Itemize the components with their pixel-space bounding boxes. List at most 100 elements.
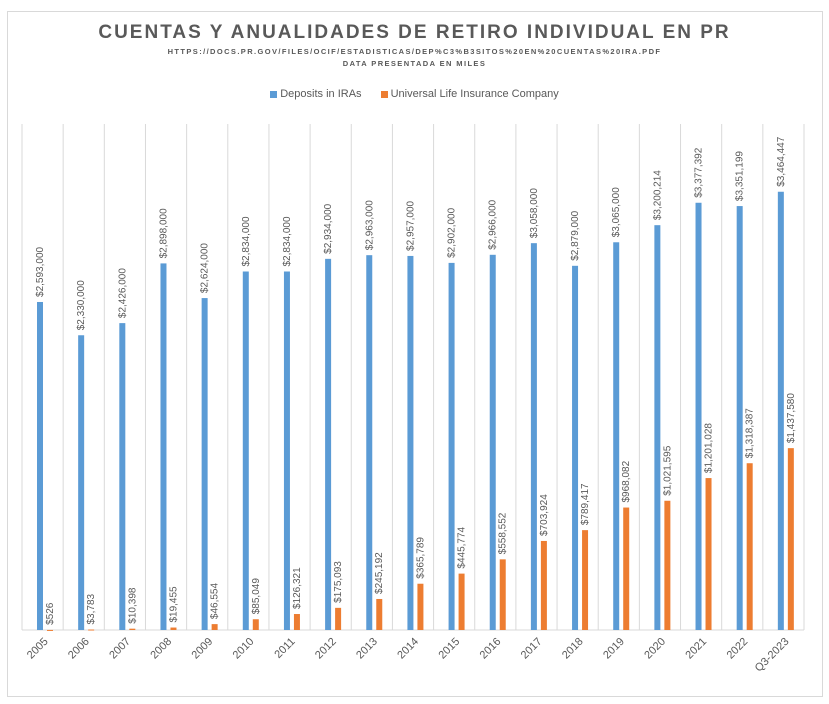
legend-label-universal-life: Universal Life Insurance Company — [390, 88, 559, 100]
bar-universal-life — [623, 507, 630, 630]
chart-subtitle-units: DATA PRESENTADA EN MILES — [342, 59, 487, 68]
data-label: $365,789 — [415, 537, 426, 579]
bar-universal-life — [705, 478, 712, 630]
bar-deposits — [530, 243, 537, 630]
data-label: $46,554 — [210, 583, 221, 620]
legend-swatch-universal-life — [380, 90, 388, 98]
bar-universal-life — [252, 619, 259, 630]
chart-title: CUENTAS Y ANUALIDADES DE RETIRO INDIVIDU… — [98, 22, 731, 43]
bar-deposits — [78, 335, 85, 630]
legend-item-universal-life: Universal Life Insurance Company — [380, 88, 559, 100]
x-tick-label: 2013 — [354, 636, 380, 662]
data-label: $126,321 — [292, 567, 303, 609]
bar-deposits — [695, 202, 702, 630]
x-tick-label: 2021 — [683, 636, 709, 662]
data-label: $175,093 — [333, 561, 344, 603]
bar-deposits — [572, 265, 579, 630]
data-label: $526 — [45, 602, 56, 625]
x-tick-label: 2010 — [231, 636, 257, 662]
legend: Deposits in IRAs Universal Life Insuranc… — [0, 88, 829, 100]
bar-deposits — [325, 258, 332, 630]
data-label: $2,624,000 — [200, 243, 211, 293]
x-tick-label: 2009 — [190, 636, 216, 662]
bar-deposits — [777, 191, 784, 631]
chart-subtitle-url: HTTPS://DOCS.PR.GOV/FILES/OCIF/ESTADISTI… — [167, 47, 662, 56]
data-label: $85,049 — [251, 578, 262, 615]
data-label: $2,834,000 — [282, 216, 293, 266]
bar-universal-life — [129, 628, 136, 630]
data-label: $10,398 — [127, 587, 138, 624]
data-label: $245,192 — [374, 552, 385, 594]
chart-area — [7, 11, 823, 697]
data-label: $2,898,000 — [158, 208, 169, 258]
bar-universal-life — [88, 629, 95, 631]
bar-universal-life — [47, 629, 53, 631]
bar-deposits — [160, 263, 167, 630]
bar-deposits — [489, 254, 496, 630]
data-label: $2,330,000 — [76, 280, 87, 330]
data-label: $19,455 — [168, 586, 179, 623]
bar-universal-life — [582, 530, 589, 630]
x-tick-label: 2015 — [436, 636, 462, 662]
x-tick-label: 2014 — [395, 636, 421, 662]
bar-deposits — [366, 255, 373, 631]
data-label: $703,924 — [539, 494, 550, 536]
x-tick-label: 2005 — [25, 636, 51, 662]
bar-deposits — [201, 298, 208, 630]
data-label: $2,963,000 — [364, 200, 375, 250]
data-label: $1,201,028 — [704, 423, 715, 473]
bar-universal-life — [335, 607, 342, 630]
data-label: $3,065,000 — [611, 187, 622, 237]
bar-deposits — [242, 271, 249, 630]
x-tick-label: 2018 — [560, 636, 586, 662]
x-tick-label: 2006 — [66, 636, 92, 662]
data-label: $3,351,199 — [735, 151, 746, 201]
x-tick-label: 2012 — [313, 636, 339, 662]
legend-label-deposits: Deposits in IRAs — [280, 88, 362, 100]
x-tick-label: 2020 — [642, 636, 668, 662]
bar-universal-life — [417, 583, 424, 630]
data-label: $2,966,000 — [488, 199, 499, 249]
data-label: $2,879,000 — [570, 210, 581, 260]
data-label: $789,417 — [580, 483, 591, 525]
bar-universal-life — [664, 500, 671, 630]
bar-deposits — [448, 262, 455, 630]
data-label: $3,377,392 — [694, 147, 705, 197]
data-label: $1,318,387 — [745, 408, 756, 458]
data-label: $2,902,000 — [447, 207, 458, 257]
x-tick-label: 2008 — [148, 636, 174, 662]
bar-deposits — [736, 206, 743, 630]
x-tick-label: 2017 — [519, 636, 545, 662]
x-tick-label: 2007 — [107, 636, 133, 662]
bar-deposits — [37, 301, 43, 630]
bar-universal-life — [787, 448, 794, 630]
legend-swatch-deposits — [270, 90, 278, 98]
data-label: $2,834,000 — [241, 216, 252, 266]
bar-deposits — [613, 242, 620, 630]
bar-universal-life — [211, 624, 218, 630]
bar-universal-life — [499, 559, 506, 630]
bar-universal-life — [746, 463, 753, 630]
bar-deposits — [283, 271, 290, 630]
data-label: $558,552 — [498, 512, 509, 554]
data-label: $2,593,000 — [35, 246, 46, 296]
x-tick-label: 2011 — [272, 636, 297, 661]
bar-universal-life — [458, 573, 465, 630]
bar-deposits — [654, 225, 661, 631]
x-tick-label: Q3-2023 — [753, 636, 792, 675]
data-label: $3,058,000 — [529, 188, 540, 238]
data-label: $2,426,000 — [117, 268, 128, 318]
data-label: $1,021,595 — [662, 445, 673, 495]
bar-universal-life — [170, 627, 177, 630]
bar-universal-life — [376, 598, 383, 630]
x-tick-label: 2019 — [601, 636, 627, 662]
data-label: $445,774 — [457, 526, 468, 568]
x-tick-label: 2022 — [725, 636, 751, 662]
data-label: $2,957,000 — [405, 200, 416, 250]
bar-universal-life — [540, 540, 547, 630]
data-label: $3,464,447 — [776, 136, 787, 186]
data-label: $3,200,214 — [652, 170, 663, 220]
x-tick-label: 2016 — [478, 636, 504, 662]
bar-deposits — [407, 255, 414, 630]
